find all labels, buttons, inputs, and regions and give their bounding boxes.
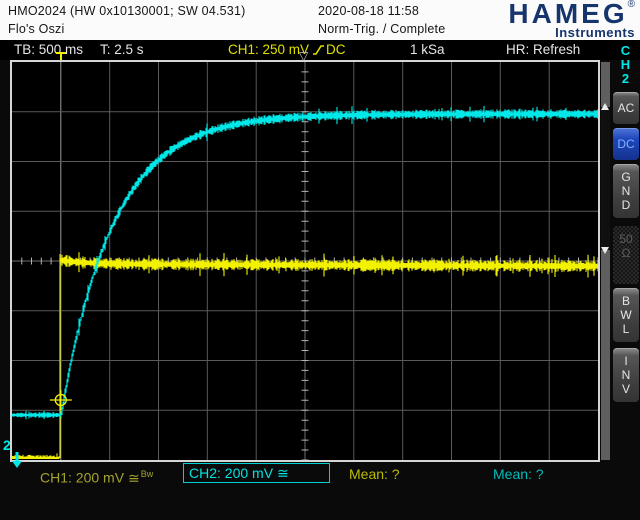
rising-edge-icon xyxy=(313,45,325,55)
hameg-logo: HAMEG® Instruments xyxy=(508,0,635,39)
vertical-range-gutter xyxy=(601,62,610,460)
ch2-coupling-symbol: ≅ xyxy=(277,465,289,481)
registered-mark: ® xyxy=(627,0,635,10)
trigger-coupling: DC xyxy=(326,42,346,57)
ch1-scale-text: CH1: 200 mV xyxy=(40,469,125,486)
ch2-ground-marker-arrow-icon xyxy=(12,452,22,468)
ch2-mean-measurement: Mean: ? xyxy=(493,466,544,482)
gutter-fill-top xyxy=(601,62,610,107)
ch2-scale-text: CH2: 200 mV xyxy=(189,465,274,481)
gutter-fill-bottom xyxy=(601,250,610,460)
sidebar-button-dc[interactable]: DC xyxy=(613,128,639,160)
time-offset-readout: T: 2.5 s xyxy=(100,42,144,57)
ch1-readout: CH1: 200 mV ≅Bw xyxy=(40,466,153,487)
trigger-settings-readout: CH1: 250 mV DC xyxy=(228,40,346,60)
acquisition-mode-readout: HR: Refresh xyxy=(506,42,581,57)
device-name: Flo's Oszi xyxy=(8,22,65,36)
sample-rate-readout: 1 kSa xyxy=(410,42,445,57)
brand-subtitle: Instruments xyxy=(555,25,635,40)
sidebar-button-50ohm: 50 Ω xyxy=(613,226,639,284)
ch1-coupling-symbol: ≅ xyxy=(128,469,140,486)
ch2-ground-marker-label[interactable]: 2 xyxy=(3,437,11,453)
status-bar: TB: 500 ms T: 2.5 s CH1: 250 mV DC 1 kSa… xyxy=(0,40,640,60)
ch1-bw-limit-indicator: Bw xyxy=(140,469,154,479)
brand-wordmark: HAMEG xyxy=(508,0,628,29)
range-bottom-marker-icon xyxy=(601,247,609,254)
datetime: 2020-08-18 11:58 xyxy=(318,4,419,18)
header-bar: HMO2024 (HW 0x10130001; SW 04.531) Flo's… xyxy=(0,0,640,40)
ch1-mean-measurement: Mean: ? xyxy=(349,466,400,482)
waveform-svg xyxy=(12,62,598,460)
trigger-source-level: CH1: 250 mV xyxy=(228,42,310,57)
sidebar-button-ac[interactable]: AC xyxy=(613,92,639,124)
range-top-marker-icon xyxy=(601,103,609,110)
ch2-readout-box[interactable]: CH2: 200 mV ≅ xyxy=(183,463,330,483)
timebase-readout: TB: 500 ms xyxy=(14,42,84,57)
trigger-status: Norm-Trig. / Complete xyxy=(318,22,446,36)
time-reference-marker-icon[interactable]: ▽ xyxy=(299,49,309,63)
waveform-display xyxy=(10,60,600,462)
model-firmware-label: HMO2024 (HW 0x10130001; SW 04.531) xyxy=(8,4,246,18)
trigger-time-marker-icon[interactable] xyxy=(55,52,67,60)
